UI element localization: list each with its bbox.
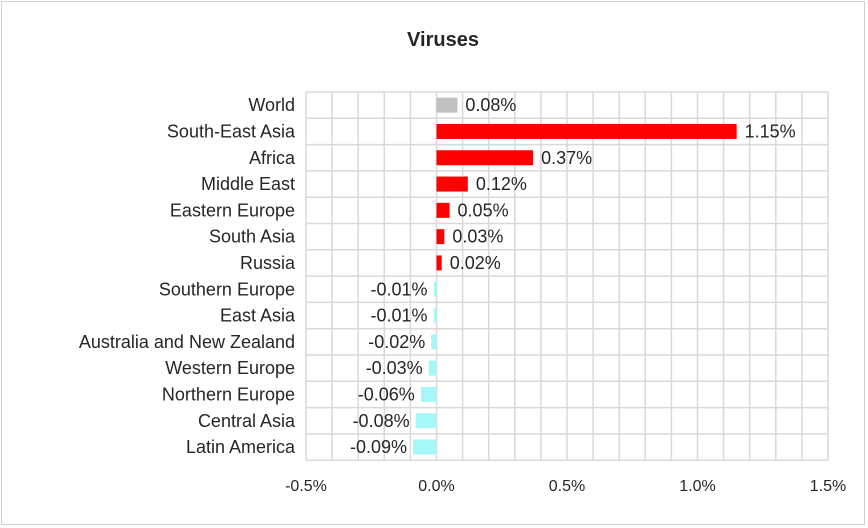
x-tick-labels: -0.5% 0.0% 0.5% 1.0% 1.5% [285,478,846,495]
category-label: Australia and New Zealand [79,332,295,352]
data-label: -0.02% [368,332,425,352]
data-label: -0.01% [370,306,427,326]
bar-russia [436,255,442,271]
bar-africa [436,150,534,166]
data-label: 0.05% [458,200,509,220]
bar-eastern-europe [436,202,450,218]
x-tick-label: 1.0% [679,478,715,495]
chart-title: Viruses [407,29,479,51]
data-labels: 0.08% 1.15% 0.37% 0.12% 0.05% 0.03% 0.02% -0.01… [350,95,796,457]
data-label: -0.08% [353,411,410,431]
data-label: 0.08% [465,95,516,115]
category-label: Southern Europe [159,279,295,299]
data-label: 0.12% [476,174,527,194]
category-label: World [248,95,295,115]
category-label: Latin America [186,437,296,457]
category-label: Africa [249,148,296,168]
data-label: -0.06% [358,384,415,404]
data-label: 0.02% [450,253,501,273]
bar-south-east-asia [436,123,737,139]
bar-east-asia [433,308,437,324]
category-label: Middle East [201,174,295,194]
bar-world [436,97,458,113]
bar-south-asia [436,229,445,245]
data-label: 0.37% [541,148,592,168]
category-label: South-East Asia [167,121,296,141]
category-label: Western Europe [165,358,295,378]
gridlines [305,91,829,461]
data-label: -0.01% [370,279,427,299]
bar-latin-america [413,439,437,455]
bars [413,97,737,455]
x-tick-label: 1.5% [810,478,846,495]
category-labels: World South-East Asia Africa Middle East Eas… [79,95,296,457]
bar-australia-and-new-zealand [431,334,437,350]
bar-central-asia [415,413,437,429]
x-tick-label: -0.5% [285,478,327,495]
data-label: 1.15% [745,121,796,141]
data-label: 0.03% [452,227,503,247]
category-label: Eastern Europe [170,200,295,220]
bar-middle-east [436,176,468,192]
x-tick-label: 0.0% [418,478,454,495]
bar-western-europe [428,360,437,376]
category-label: East Asia [220,306,296,326]
bar-northern-europe [420,386,437,402]
category-label: Northern Europe [162,384,295,404]
category-label: South Asia [209,227,296,247]
category-label: Russia [240,253,296,273]
category-label: Central Asia [198,411,296,431]
x-tick-label: 0.5% [549,478,585,495]
bar-southern-europe [433,281,437,297]
data-label: -0.09% [350,437,407,457]
data-label: -0.03% [366,358,423,378]
